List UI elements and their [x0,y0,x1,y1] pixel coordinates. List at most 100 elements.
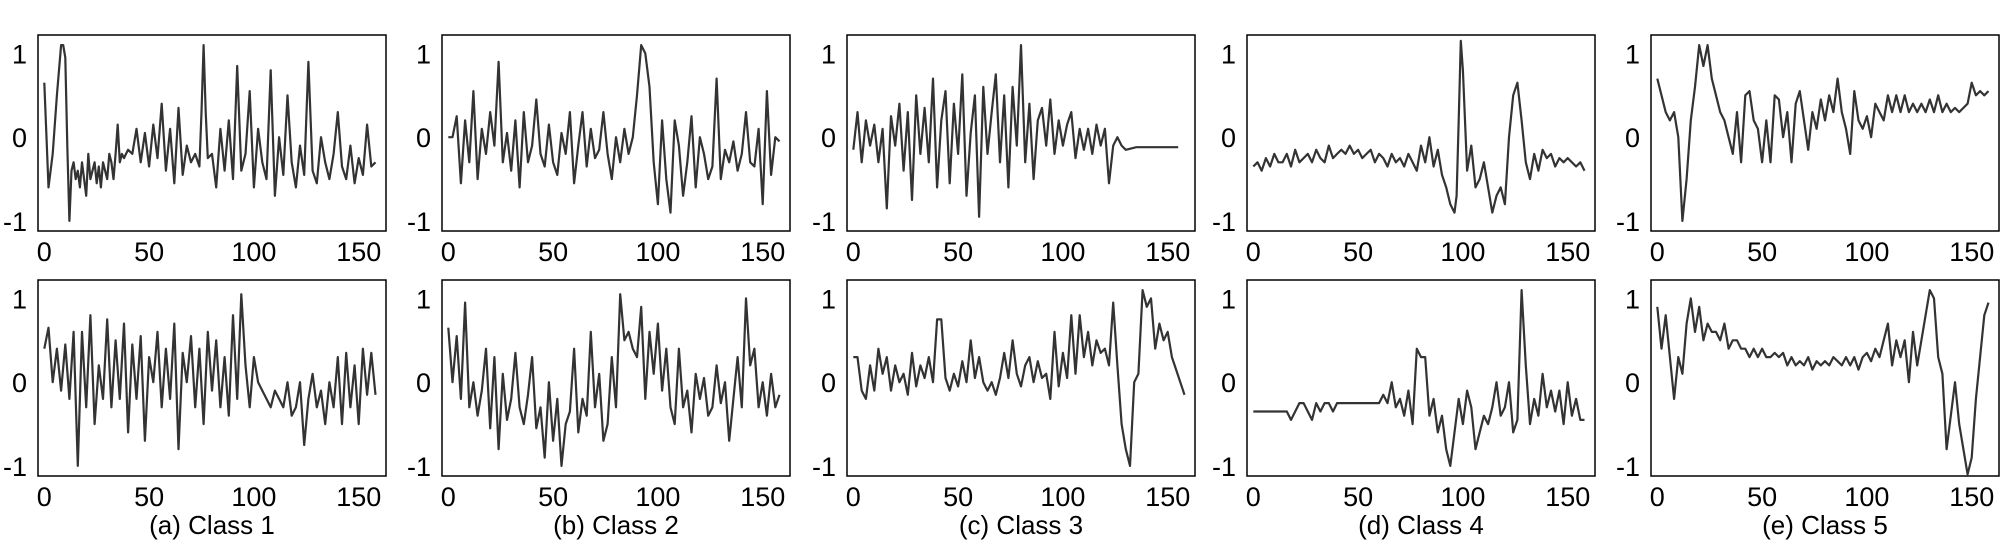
y-tick-label: 1 [1625,284,1640,314]
panel-caption: (c) Class 3 [959,510,1083,540]
y-tick-label: 1 [416,39,431,69]
series-line [447,293,781,467]
x-tick-label: 150 [740,237,785,267]
panel-3: 0 50 100 150-101(c) Class 3 [812,34,1196,540]
y-tick-label: 1 [12,284,27,314]
y-tick-label: 0 [1221,123,1236,153]
y-tick-label: -1 [1212,452,1236,482]
panel-5: 0 50 100 150-101(e) Class 5 [1616,34,2000,540]
y-tick-label: -1 [407,207,431,237]
panel-caption: (d) Class 4 [1358,510,1484,540]
series-line [43,293,377,467]
y-tick-label: -1 [1212,207,1236,237]
x-tick-label: 0 [441,482,456,512]
series-line [853,289,1186,467]
y-tick-label: 0 [1221,368,1236,398]
series-line [1656,289,1990,476]
x-tick-label: 0 [1246,482,1261,512]
x-tick-label: 100 [1844,237,1889,267]
y-tick-label: 1 [1625,39,1640,69]
x-tick-label: 0 [37,237,52,267]
y-tick-label: 1 [821,284,836,314]
x-tick-label: 150 [336,482,381,512]
x-tick-label: 0 [846,482,861,512]
panel-4: 0 50 100 150-101(d) Class 4 [1212,34,1596,540]
x-tick-label: 100 [1440,237,1485,267]
x-tick-label: 50 [1747,237,1777,267]
x-tick-label: 150 [1145,482,1190,512]
panel-1: 0 50 100 150-101(a) Class 1 [3,34,387,540]
x-tick-label: 100 [1040,237,1085,267]
y-tick-label: 1 [12,39,27,69]
x-tick-label: 100 [1440,482,1485,512]
y-tick-label: 0 [1625,368,1640,398]
y-tick-label: -1 [1616,207,1640,237]
x-tick-label: 50 [1343,237,1373,267]
y-tick-label: 1 [1221,39,1236,69]
x-tick-label: 100 [231,237,276,267]
panel-9: 0 50 100 150 -1 0 1 [1212,279,1596,512]
y-tick-label: -1 [812,207,836,237]
plot-frame [441,34,791,232]
x-tick-label: 150 [740,482,785,512]
panel-7: 0 50 100 150 -1 0 1 [407,279,791,512]
y-tick-label: -1 [3,452,27,482]
plot-frame [1650,279,2000,477]
y-tick-label: 0 [416,368,431,398]
x-tick-label: 100 [231,482,276,512]
series-line [1252,39,1586,214]
x-tick-label: 150 [1949,482,1994,512]
x-tick-label: 150 [336,237,381,267]
x-tick-label: 50 [134,237,164,267]
y-tick-label: -1 [3,207,27,237]
x-tick-label: 0 [1650,482,1665,512]
x-tick-label: 150 [1949,237,1994,267]
x-tick-label: 100 [635,482,680,512]
plot-frame [1246,34,1596,232]
y-tick-label: 0 [1625,123,1640,153]
panel-10: 0 50 100 150 -1 0 1 [1616,279,2000,512]
x-tick-label: 50 [943,482,973,512]
x-tick-label: 0 [1246,237,1261,267]
x-tick-label: 0 [846,237,861,267]
plot-frame [1650,34,2000,232]
y-tick-label: -1 [812,452,836,482]
series-line [1656,44,1990,222]
x-tick-label: 50 [538,482,568,512]
panel-caption: (b) Class 2 [553,510,679,540]
x-tick-label: 50 [1747,482,1777,512]
x-tick-label: 150 [1545,237,1590,267]
y-tick-label: 1 [821,39,836,69]
y-tick-label: 0 [821,123,836,153]
plot-frame [37,34,387,232]
y-tick-label: 1 [1221,284,1236,314]
y-tick-label: -1 [407,452,431,482]
x-tick-label: 150 [1145,237,1190,267]
y-tick-label: 0 [416,123,431,153]
panel-8: 0 50 100 150 -1 0 1 [812,279,1196,512]
x-tick-label: 100 [1844,482,1889,512]
y-tick-label: 0 [821,368,836,398]
x-tick-label: 50 [1343,482,1373,512]
x-tick-label: 50 [943,237,973,267]
panel-caption: (a) Class 1 [149,510,275,540]
panel-2: 0 50 100 150-101(b) Class 2 [407,34,791,540]
panel-caption: (e) Class 5 [1762,510,1888,540]
y-tick-label: -1 [1616,452,1640,482]
x-tick-label: 150 [1545,482,1590,512]
series-line [1253,289,1585,467]
y-tick-label: 0 [12,368,27,398]
x-tick-label: 100 [1040,482,1085,512]
x-tick-label: 50 [134,482,164,512]
x-tick-label: 100 [635,237,680,267]
x-tick-label: 0 [37,482,52,512]
series-line [448,44,781,214]
y-tick-label: 1 [416,284,431,314]
plot-frame [1246,279,1596,477]
series-line [43,44,377,222]
x-tick-label: 0 [1650,237,1665,267]
y-tick-label: 0 [12,123,27,153]
x-tick-label: 0 [441,237,456,267]
series-line [852,44,1179,218]
